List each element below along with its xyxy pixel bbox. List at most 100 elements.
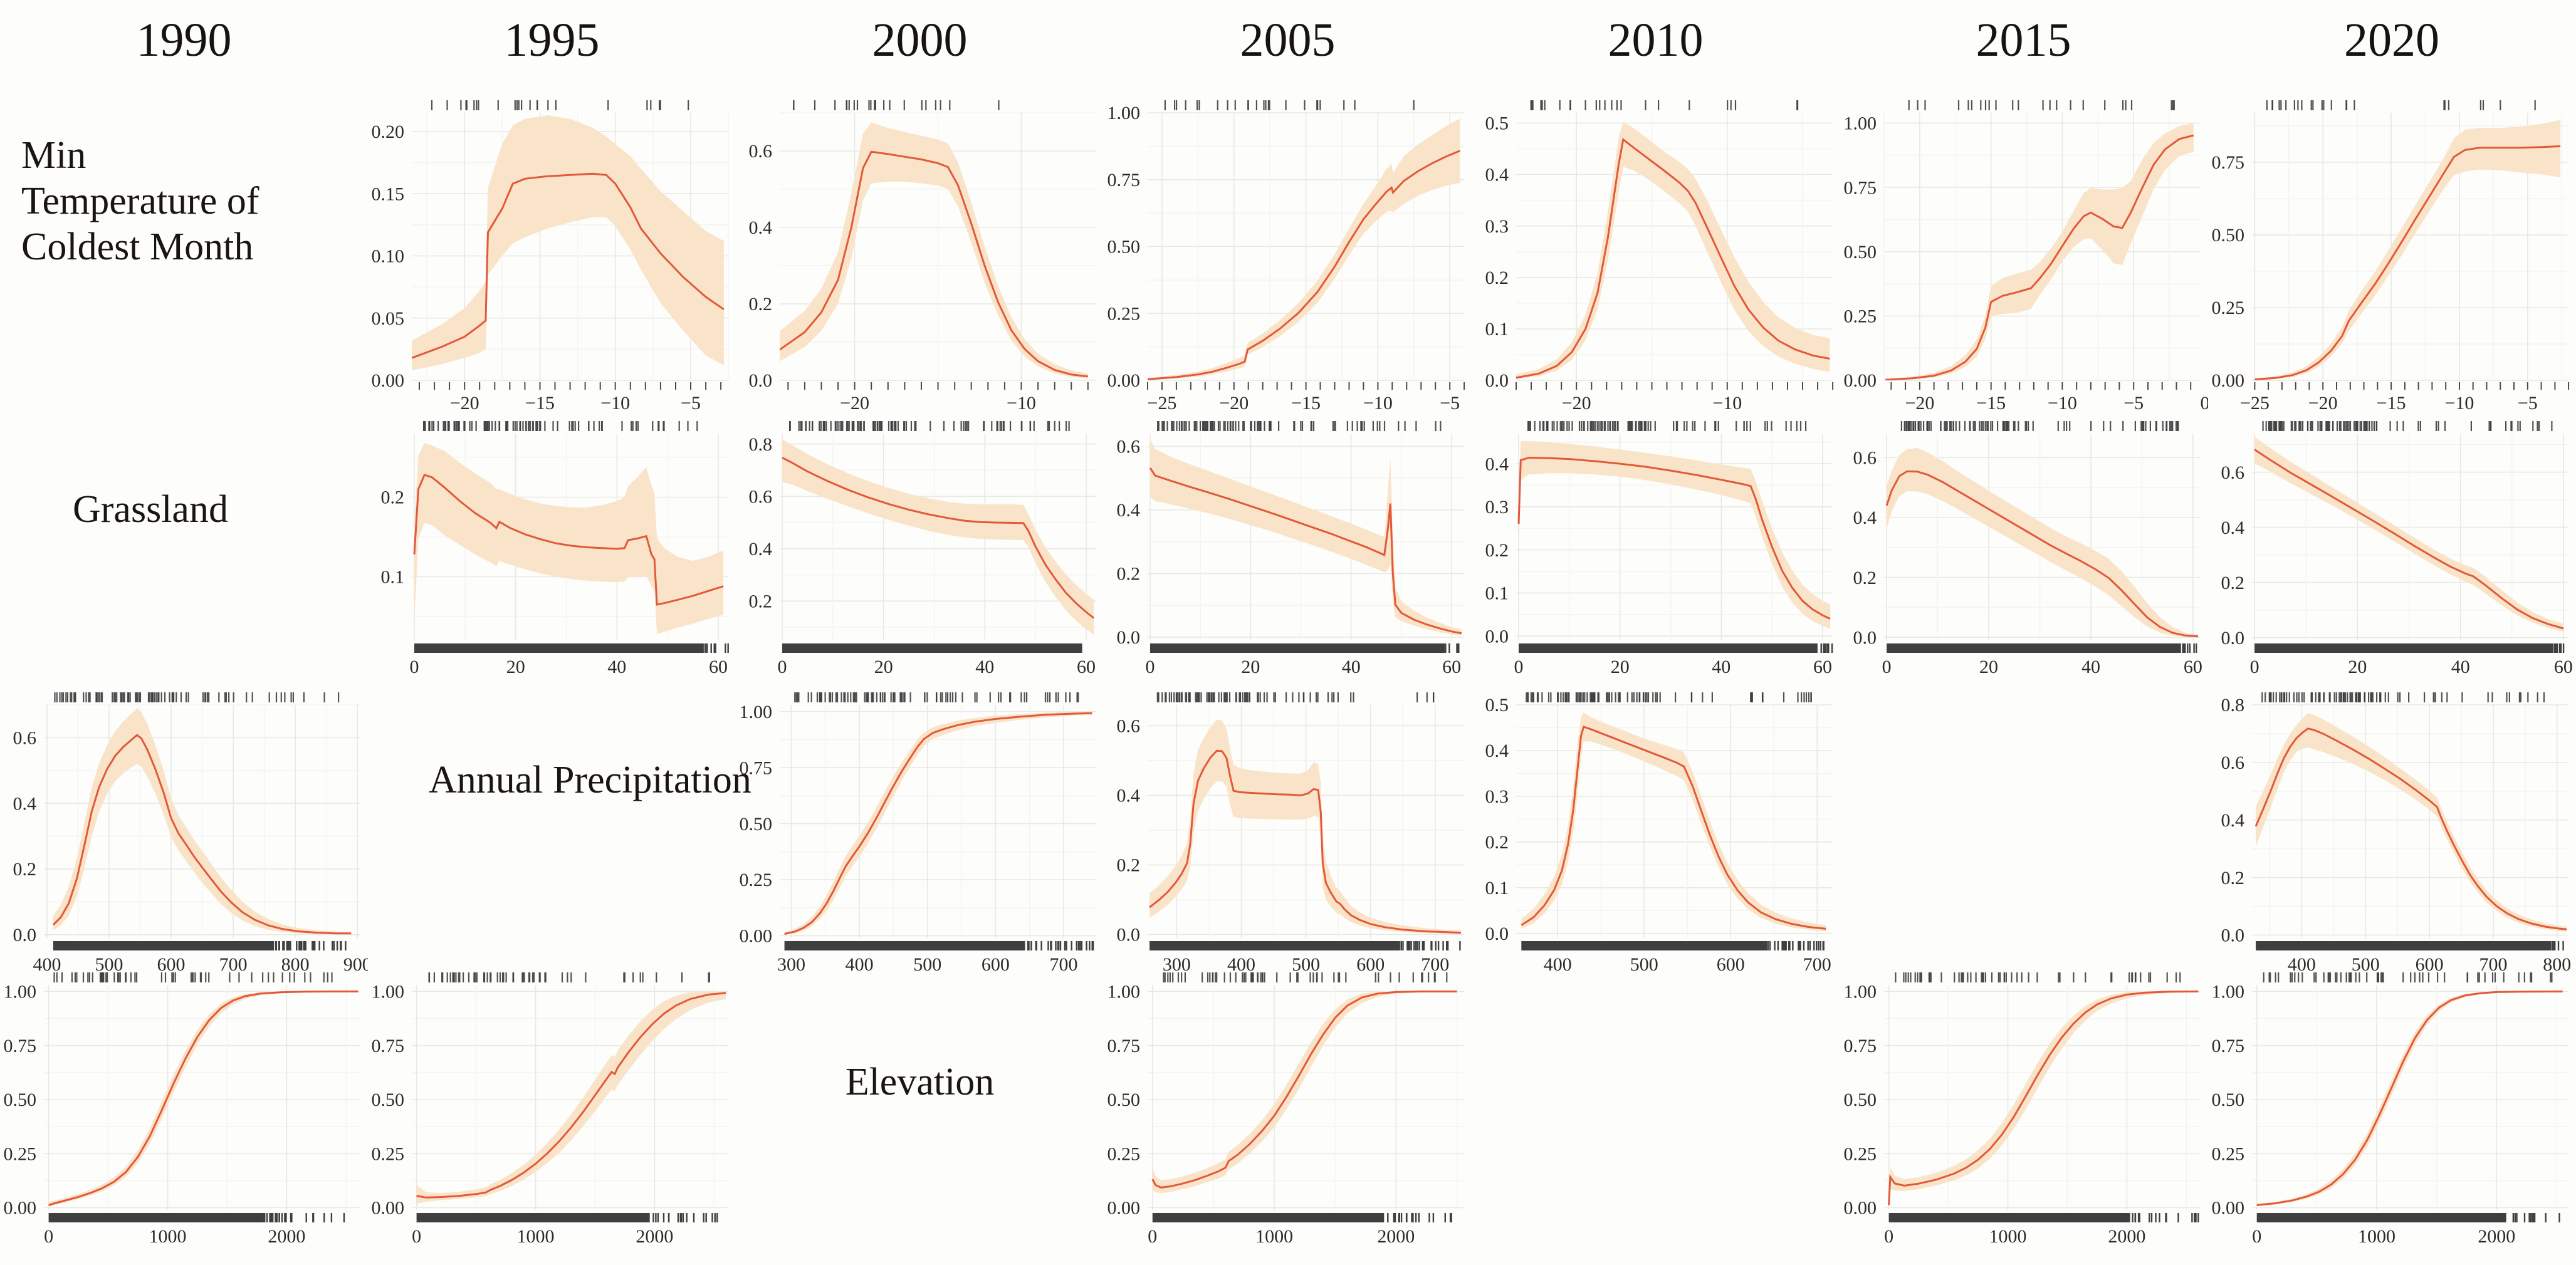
svg-text:0.4: 0.4 xyxy=(13,793,36,814)
svg-text:0.50: 0.50 xyxy=(1843,242,1876,263)
svg-text:20: 20 xyxy=(1979,657,1998,677)
chart-precip-2020: 0.0 0.2 0.4 0.6 0.8 400 500 600 700 800 xyxy=(2221,692,2571,974)
svg-text:700: 700 xyxy=(1422,954,1450,974)
svg-text:400: 400 xyxy=(1543,954,1571,974)
svg-text:0.5: 0.5 xyxy=(1485,695,1508,716)
svg-text:600: 600 xyxy=(157,954,186,974)
svg-text:2000: 2000 xyxy=(1378,1226,1415,1242)
svg-text:−10: −10 xyxy=(1712,393,1742,414)
svg-text:500: 500 xyxy=(2352,954,2380,974)
chart-min-temp-2020: 0.00 0.25 0.50 0.75 −25 −20 −15 −10 −5 xyxy=(2211,100,2569,414)
svg-text:0.00: 0.00 xyxy=(372,1198,404,1219)
svg-text:−15: −15 xyxy=(2377,393,2406,414)
svg-text:600: 600 xyxy=(982,954,1010,974)
svg-text:−20: −20 xyxy=(1220,393,1249,414)
svg-text:0.50: 0.50 xyxy=(2211,1090,2244,1110)
svg-text:0.2: 0.2 xyxy=(1117,564,1140,585)
svg-text:0.2: 0.2 xyxy=(1853,568,1876,588)
chart-min-temp-1995: 0.00 0.05 0.10 0.15 0.20 −20 −15 −10 −5 xyxy=(372,100,729,414)
svg-text:700: 700 xyxy=(1803,954,1831,974)
year-header-1995: 1995 xyxy=(504,14,600,66)
panel-precip-2010: 0.0 0.1 0.2 0.3 0.4 0.5 400 500 600 700 xyxy=(1472,686,1840,974)
svg-text:300: 300 xyxy=(1163,954,1191,974)
svg-text:0.4: 0.4 xyxy=(1485,454,1508,474)
chart-grassland-1995: 0.1 0.2 0 20 40 60 xyxy=(381,421,729,677)
chart-grassland-2015: 0.0 0.2 0.4 0.6 0 20 40 60 xyxy=(1853,421,2202,677)
svg-text:1.00: 1.00 xyxy=(372,982,404,1002)
svg-text:0.00: 0.00 xyxy=(740,926,772,947)
svg-text:0.6: 0.6 xyxy=(749,141,772,162)
panel-precip-2020: 0.0 0.2 0.4 0.6 0.8 400 500 600 700 800 xyxy=(2208,686,2576,974)
svg-text:40: 40 xyxy=(607,657,626,677)
svg-text:0.4: 0.4 xyxy=(1117,500,1140,521)
svg-text:−10: −10 xyxy=(2444,393,2474,414)
svg-text:0: 0 xyxy=(412,1226,421,1242)
svg-text:0.50: 0.50 xyxy=(1107,1090,1140,1110)
svg-text:0.25: 0.25 xyxy=(372,1143,404,1164)
panel-min-temp-2000: 0.0 0.2 0.4 0.6 −20 −10 xyxy=(736,94,1104,417)
svg-text:800: 800 xyxy=(281,954,310,974)
svg-text:40: 40 xyxy=(1712,657,1730,677)
svg-text:0.2: 0.2 xyxy=(2221,868,2244,888)
svg-text:−10: −10 xyxy=(600,393,630,414)
panel-min-temp-2005: 0.00 0.25 0.50 0.75 1.00 −25 −20 −15 −10 −5 xyxy=(1104,94,1472,417)
row-label-annual-precipitation: Annual Precipitation xyxy=(429,759,751,801)
svg-text:0.6: 0.6 xyxy=(1117,716,1140,737)
svg-text:600: 600 xyxy=(1716,954,1744,974)
svg-text:0.2: 0.2 xyxy=(381,487,404,508)
year-header-2010: 2010 xyxy=(1608,14,1704,66)
svg-text:0.3: 0.3 xyxy=(1485,216,1508,237)
chart-precip-2005: 0.0 0.2 0.4 0.6 300 400 500 600 700 xyxy=(1117,692,1465,974)
chart-grassland-2005: 0.0 0.2 0.4 0.6 0 20 40 60 xyxy=(1117,421,1465,677)
svg-text:−20: −20 xyxy=(1905,393,1934,414)
svg-text:60: 60 xyxy=(709,657,728,677)
svg-text:2000: 2000 xyxy=(636,1226,674,1242)
svg-text:600: 600 xyxy=(2415,954,2443,974)
svg-text:60: 60 xyxy=(2184,657,2202,677)
row-label-min-temperature: Min Temperature of Coldest Month xyxy=(21,134,259,269)
svg-text:0.2: 0.2 xyxy=(13,859,36,880)
svg-text:0.00: 0.00 xyxy=(1107,370,1140,391)
panel-grassland-1995: 0.1 0.2 0 20 40 60 xyxy=(368,415,736,677)
chart-min-temp-2005: 0.00 0.25 0.50 0.75 1.00 −25 −20 −15 −10 −5 xyxy=(1107,100,1465,414)
svg-text:0.50: 0.50 xyxy=(4,1090,36,1110)
svg-text:1.00: 1.00 xyxy=(4,982,36,1002)
svg-text:0.0: 0.0 xyxy=(1485,924,1508,944)
svg-text:1000: 1000 xyxy=(149,1226,187,1242)
svg-text:0.25: 0.25 xyxy=(2211,1143,2244,1164)
svg-text:400: 400 xyxy=(1227,954,1255,974)
panel-elevation-1990: 0.00 0.25 0.50 0.75 1.00 0 1000 2000 xyxy=(0,971,368,1242)
svg-text:1000: 1000 xyxy=(2358,1226,2395,1242)
svg-text:20: 20 xyxy=(2348,657,2367,677)
svg-text:40: 40 xyxy=(1342,657,1361,677)
svg-text:0.4: 0.4 xyxy=(749,217,772,238)
svg-text:−15: −15 xyxy=(1292,393,1321,414)
svg-text:400: 400 xyxy=(33,954,61,974)
svg-text:0.2: 0.2 xyxy=(749,294,772,315)
svg-text:0.3: 0.3 xyxy=(1485,497,1508,518)
svg-text:0.00: 0.00 xyxy=(1107,1198,1140,1219)
svg-text:0.0: 0.0 xyxy=(749,370,772,391)
year-header-2020: 2020 xyxy=(2344,14,2439,66)
svg-text:0: 0 xyxy=(2249,657,2259,677)
svg-text:1.00: 1.00 xyxy=(740,702,772,722)
svg-text:−10: −10 xyxy=(1363,393,1393,414)
svg-text:0.6: 0.6 xyxy=(2221,752,2244,773)
svg-text:0.20: 0.20 xyxy=(372,122,404,142)
svg-text:0.00: 0.00 xyxy=(1843,370,1876,391)
panel-grassland-2000: 0.2 0.4 0.6 0.8 0 20 40 60 xyxy=(736,415,1104,677)
svg-text:0.6: 0.6 xyxy=(749,487,772,508)
svg-text:700: 700 xyxy=(2479,954,2507,974)
svg-text:0.6: 0.6 xyxy=(1117,437,1140,457)
svg-text:2000: 2000 xyxy=(2478,1226,2515,1242)
panel-grassland-2015: 0.0 0.2 0.4 0.6 0 20 40 60 xyxy=(1840,415,2208,677)
svg-text:0.3: 0.3 xyxy=(1485,786,1508,807)
chart-elevation-2005: 0.00 0.25 0.50 0.75 1.00 0 1000 2000 xyxy=(1107,972,1465,1242)
row-label-grassland: Grassland xyxy=(73,488,228,531)
svg-text:0.25: 0.25 xyxy=(2211,298,2244,318)
svg-text:500: 500 xyxy=(1630,954,1658,974)
chart-elevation-1990: 0.00 0.25 0.50 0.75 1.00 0 1000 2000 xyxy=(4,972,361,1242)
chart-precip-1990: 0.0 0.2 0.4 0.6 400 500 600 700 800 900 xyxy=(13,692,368,974)
svg-text:0.5: 0.5 xyxy=(1485,113,1508,134)
